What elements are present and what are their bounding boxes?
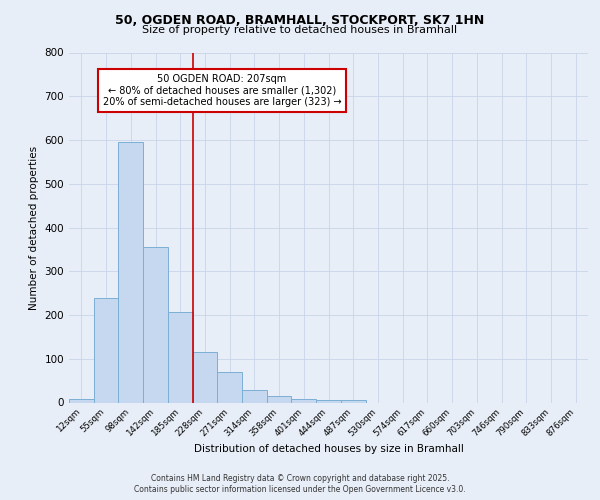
Text: Contains public sector information licensed under the Open Government Licence v3: Contains public sector information licen… (134, 485, 466, 494)
Bar (143, 247, 168, 402)
Bar (193, 352, 217, 403)
Bar (118, 142, 143, 403)
Y-axis label: Number of detached properties: Number of detached properties (29, 146, 39, 310)
Bar (242, 390, 267, 402)
Text: 50 OGDEN ROAD: 207sqm
← 80% of detached houses are smaller (1,302)
20% of semi-d: 50 OGDEN ROAD: 207sqm ← 80% of detached … (103, 74, 341, 106)
Text: Size of property relative to detached houses in Bramhall: Size of property relative to detached ho… (142, 25, 458, 35)
Bar (292, 399, 316, 402)
Bar (168, 312, 193, 402)
Text: Contains HM Land Registry data © Crown copyright and database right 2025.: Contains HM Land Registry data © Crown c… (151, 474, 449, 483)
X-axis label: Distribution of detached houses by size in Bramhall: Distribution of detached houses by size … (194, 444, 463, 454)
Bar (341, 400, 365, 402)
Bar (94, 298, 118, 403)
Bar (316, 400, 341, 402)
Text: 50, OGDEN ROAD, BRAMHALL, STOCKPORT, SK7 1HN: 50, OGDEN ROAD, BRAMHALL, STOCKPORT, SK7… (115, 14, 485, 27)
Bar (267, 396, 292, 402)
Bar (217, 372, 242, 402)
Bar (69, 399, 94, 402)
